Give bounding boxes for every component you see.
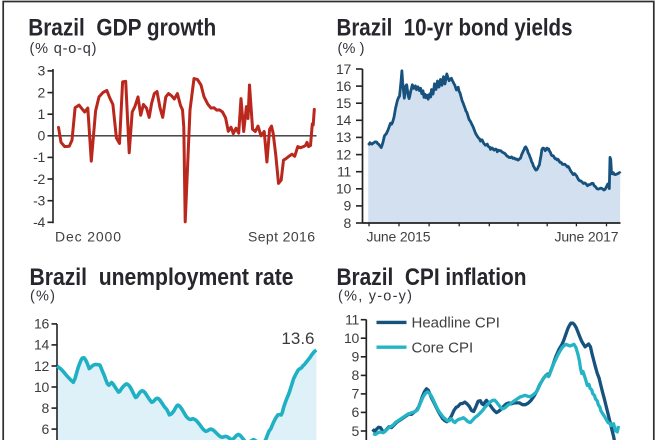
svg-text:5: 5: [352, 423, 360, 439]
svg-text:15: 15: [336, 95, 351, 111]
svg-text:16: 16: [34, 316, 49, 332]
svg-text:Brazil GDP growth: Brazil GDP growth: [28, 14, 216, 41]
svg-text:June 2015: June 2015: [367, 229, 431, 245]
svg-text:Brazil CPI inflation: Brazil CPI inflation: [337, 264, 527, 291]
svg-text:10: 10: [336, 181, 351, 197]
svg-text:12: 12: [336, 146, 351, 162]
svg-text:Brazil unemployment rate: Brazil unemployment rate: [30, 264, 294, 291]
svg-text:14: 14: [34, 337, 49, 353]
svg-text:(% ): (% ): [338, 41, 365, 57]
svg-text:9: 9: [344, 198, 352, 214]
svg-text:2: 2: [38, 84, 46, 100]
svg-text:Brazil 10-yr bond yields: Brazil 10-yr bond yields: [337, 14, 573, 41]
svg-text:3: 3: [38, 63, 46, 79]
svg-text:(% q-o-q): (% q-o-q): [30, 41, 97, 57]
svg-text:Sept 2016: Sept 2016: [248, 229, 315, 245]
svg-text:(%, y-o-y): (%, y-o-y): [338, 289, 412, 305]
svg-text:-3: -3: [33, 193, 45, 209]
svg-text:1: 1: [38, 106, 46, 122]
svg-text:14: 14: [336, 112, 351, 128]
svg-text:Headline CPI: Headline CPI: [412, 315, 500, 332]
svg-text:7: 7: [352, 386, 360, 402]
svg-text:17: 17: [336, 61, 351, 77]
svg-text:June 2017: June 2017: [555, 229, 619, 245]
svg-text:6: 6: [42, 421, 50, 437]
svg-text:6: 6: [352, 404, 360, 420]
svg-text:8: 8: [352, 367, 360, 383]
svg-text:10: 10: [344, 330, 359, 346]
svg-text:16: 16: [336, 78, 351, 94]
svg-text:12: 12: [34, 358, 49, 374]
svg-text:13.6: 13.6: [281, 329, 314, 348]
svg-text:-1: -1: [33, 149, 45, 165]
svg-text:Core CPI: Core CPI: [412, 339, 474, 356]
svg-text:10: 10: [34, 379, 49, 395]
svg-text:9: 9: [352, 349, 360, 365]
svg-text:-4: -4: [33, 214, 45, 230]
svg-text:11: 11: [345, 312, 359, 328]
svg-text:13: 13: [336, 129, 351, 145]
svg-text:(%): (%): [30, 289, 55, 305]
svg-text:-2: -2: [33, 171, 45, 187]
svg-text:Dec 2000: Dec 2000: [55, 229, 121, 245]
svg-text:11: 11: [337, 164, 351, 180]
svg-text:8: 8: [42, 400, 50, 416]
svg-text:8: 8: [344, 215, 352, 231]
svg-text:0: 0: [38, 128, 46, 144]
